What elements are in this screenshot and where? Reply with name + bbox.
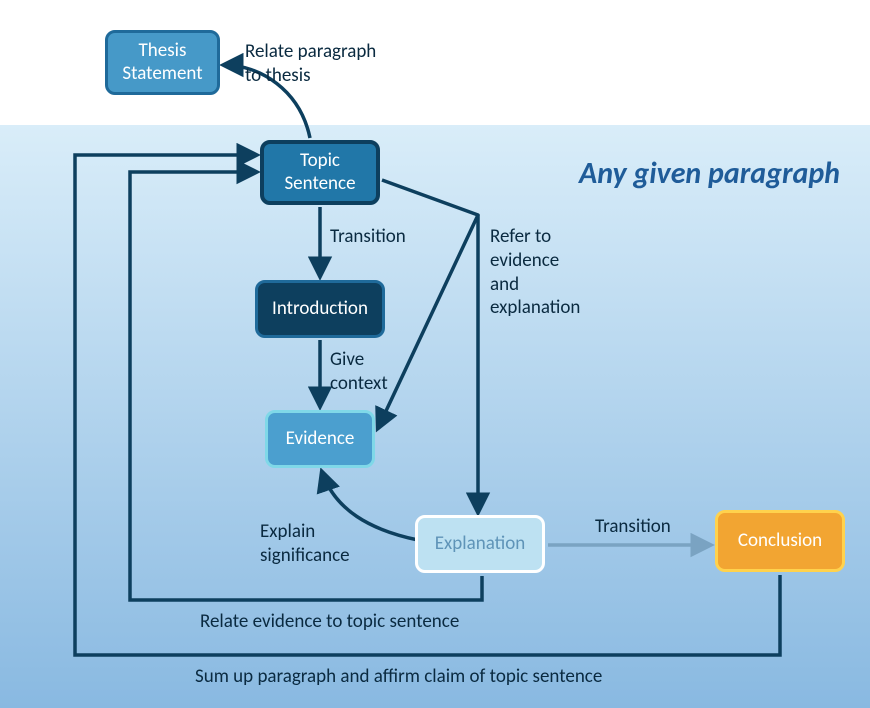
node-topic-sentence: TopicSentence bbox=[260, 140, 380, 205]
label-transition-2: Transition bbox=[595, 515, 671, 539]
label-refer-evidence: Refer toevidenceandexplanation bbox=[490, 225, 580, 320]
node-explanation: Explanation bbox=[415, 515, 545, 573]
label-explain-significance: Explainsignificance bbox=[260, 520, 350, 568]
node-label: TopicSentence bbox=[284, 150, 355, 196]
node-evidence: Evidence bbox=[265, 410, 375, 468]
label-give-context: Givecontext bbox=[330, 348, 388, 396]
node-label: Conclusion bbox=[738, 530, 822, 553]
label-text: Transition bbox=[330, 225, 406, 248]
label-transition-1: Transition bbox=[330, 225, 406, 249]
label-text: Transition bbox=[595, 515, 671, 538]
label-relate-evidence: Relate evidence to topic sentence bbox=[200, 610, 459, 634]
title-text: Any given paragraph bbox=[579, 155, 840, 192]
label-text: Relate paragraphto thesis bbox=[245, 40, 376, 87]
label-relate-to-thesis: Relate paragraphto thesis bbox=[245, 40, 376, 88]
node-label: Introduction bbox=[272, 298, 368, 321]
node-thesis-statement: ThesisStatement bbox=[105, 30, 220, 95]
node-introduction: Introduction bbox=[255, 280, 385, 338]
diagram-title: Any given paragraph bbox=[520, 155, 840, 192]
label-text: Sum up paragraph and affirm claim of top… bbox=[195, 665, 602, 688]
label-text: Refer toevidenceandexplanation bbox=[490, 225, 580, 319]
label-sum-up: Sum up paragraph and affirm claim of top… bbox=[195, 665, 602, 689]
node-label: Explanation bbox=[435, 533, 525, 556]
node-label: Evidence bbox=[286, 428, 355, 451]
label-text: Givecontext bbox=[330, 348, 388, 395]
label-text: Relate evidence to topic sentence bbox=[200, 610, 459, 633]
node-conclusion: Conclusion bbox=[715, 510, 845, 572]
label-text: Explainsignificance bbox=[260, 520, 350, 567]
node-label: ThesisStatement bbox=[122, 40, 202, 86]
